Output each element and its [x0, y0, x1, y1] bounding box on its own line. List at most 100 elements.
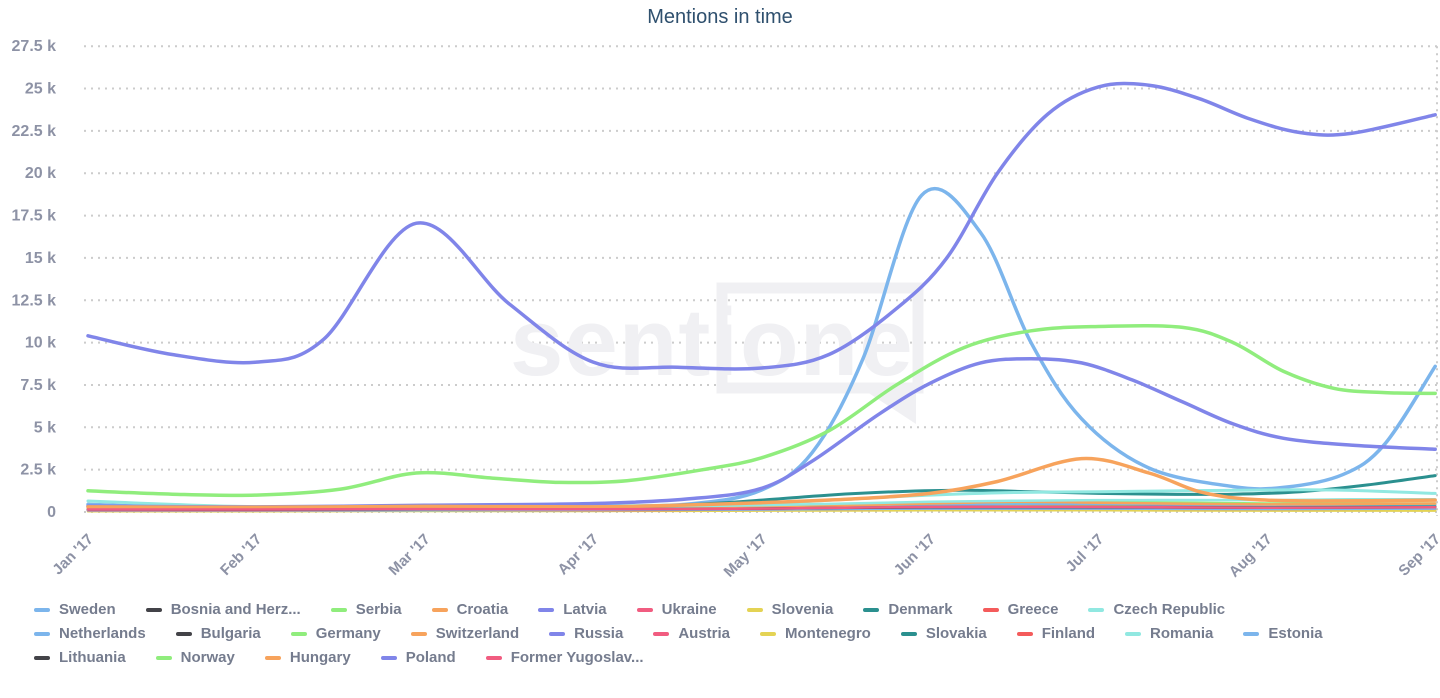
- legend-item-serbia[interactable]: Serbia: [330, 601, 402, 618]
- legend-label: Hungary: [289, 649, 351, 666]
- legend-item-slovakia[interactable]: Slovakia: [900, 625, 987, 642]
- legend-label: Lithuania: [59, 649, 126, 666]
- legend-label: Estonia: [1268, 625, 1323, 642]
- series-line-former-yugoslav: [86, 505, 1437, 511]
- y-axis-tick-label: 0: [47, 504, 56, 521]
- legend-dash-icon: [760, 631, 777, 636]
- legend-label: Norway: [180, 649, 235, 666]
- legend-dash-icon: [538, 607, 555, 612]
- legend-label: Poland: [405, 649, 456, 666]
- legend-dash-icon: [746, 607, 763, 612]
- y-axis-tick-label: 17.5 k: [12, 208, 57, 225]
- legend-label: Bosnia and Herz...: [170, 601, 301, 618]
- legend-label: Finland: [1041, 625, 1096, 642]
- legend-item-austria[interactable]: Austria: [653, 625, 730, 642]
- chart-title: Mentions in time: [647, 6, 793, 28]
- legend-item-finland[interactable]: Finland: [1016, 625, 1096, 642]
- legend-item-sweden[interactable]: Sweden: [34, 601, 116, 618]
- x-axis-tick-label: Jul '17: [1063, 531, 1108, 576]
- legend-label: Croatia: [456, 601, 509, 618]
- legend-item-bosnia-and-herz[interactable]: Bosnia and Herz...: [145, 601, 301, 618]
- y-axis-tick-label: 2.5 k: [20, 462, 56, 479]
- legend-label: Montenegro: [785, 625, 871, 642]
- legend-label: Ukraine: [661, 601, 717, 618]
- legend-item-greece[interactable]: Greece: [982, 601, 1059, 618]
- legend-label: Germany: [315, 625, 381, 642]
- x-axis-tick-label: May '17: [721, 531, 771, 581]
- legend-label: Sweden: [59, 601, 116, 618]
- y-axis-tick-label: 22.5 k: [12, 123, 57, 140]
- legend-dash-icon: [1088, 607, 1105, 612]
- legend-item-romania[interactable]: Romania: [1125, 625, 1213, 642]
- legend-dash-icon: [34, 607, 50, 612]
- legend-dash-icon: [431, 607, 448, 612]
- legend-item-czech-republic[interactable]: Czech Republic: [1088, 601, 1225, 618]
- legend-dash-icon: [410, 631, 427, 636]
- legend-dash-icon: [1016, 631, 1033, 636]
- legend-item-slovenia[interactable]: Slovenia: [746, 601, 834, 618]
- legend-item-hungary[interactable]: Hungary: [264, 649, 351, 666]
- legend-dash-icon: [549, 631, 566, 636]
- series-line-hungary: [86, 456, 1437, 510]
- x-axis-tick-label: Jun '17: [891, 531, 939, 579]
- legend-item-latvia[interactable]: Latvia: [538, 601, 607, 618]
- legend-label: Russia: [574, 625, 624, 642]
- legend-dash-icon: [982, 607, 999, 612]
- legend-dash-icon: [34, 655, 50, 660]
- legend-row-1: Sweden Bosnia and Herz... Serbia Croatia Lat…: [34, 601, 1323, 618]
- legend-label: Slovakia: [925, 625, 987, 642]
- legend-item-norway[interactable]: Norway: [155, 649, 235, 666]
- legend-item-former-yugoslav[interactable]: Former Yugoslav...: [485, 649, 644, 666]
- x-axis-tick-label: Mar '17: [385, 531, 433, 579]
- legend-label: Denmark: [888, 601, 953, 618]
- legend-item-netherlands[interactable]: Netherlands: [34, 625, 146, 642]
- legend-label: Bulgaria: [200, 625, 261, 642]
- y-axis-tick-label: 5 k: [34, 419, 56, 436]
- watermark: senti one: [510, 282, 924, 424]
- legend-dash-icon: [380, 655, 397, 660]
- legend-item-switzerland[interactable]: Switzerland: [410, 625, 520, 642]
- legend-dash-icon: [34, 631, 50, 636]
- watermark-text-one: one: [740, 289, 914, 396]
- x-axis-tick-label: Aug '17: [1226, 531, 1276, 581]
- legend-dash-icon: [155, 655, 172, 660]
- legend-row-2: Netherlands Bulgaria Germany Switzerland Rus…: [34, 625, 1323, 642]
- legend-item-poland[interactable]: Poland: [380, 649, 456, 666]
- chart-svg: 0 2.5 k 5 k 7.5 k 10 k 12.5 k 15 k 17.5 k 20 k 22…: [12, 38, 1440, 581]
- legend-item-russia[interactable]: Russia: [549, 625, 623, 642]
- legend-dash-icon: [485, 655, 502, 660]
- y-axis-tick-label: 27.5 k: [12, 38, 57, 55]
- legend-item-estonia[interactable]: Estonia: [1243, 625, 1323, 642]
- x-axis-tick-label: Sep '17: [1395, 531, 1440, 580]
- legend-item-bulgaria[interactable]: Bulgaria: [175, 625, 261, 642]
- y-axis-tick-label: 12.5 k: [12, 292, 57, 309]
- legend-dash-icon: [330, 607, 347, 612]
- legend-dash-icon: [653, 631, 670, 636]
- y-axis-tick-label: 15 k: [25, 250, 56, 267]
- legend-label: Austria: [678, 625, 731, 642]
- legend-label: Czech Republic: [1113, 601, 1226, 618]
- legend-item-lithuania[interactable]: Lithuania: [34, 649, 126, 666]
- x-axis-tick-label: Feb '17: [217, 531, 265, 579]
- legend-item-montenegro[interactable]: Montenegro: [760, 625, 871, 642]
- legend-dash-icon: [264, 655, 281, 660]
- watermark-speech-tail: [858, 386, 916, 424]
- legend-item-denmark[interactable]: Denmark: [863, 601, 953, 618]
- watermark-text-senti: senti: [510, 289, 739, 396]
- watermark-speech-box: [716, 282, 924, 394]
- legend-dash-icon: [145, 607, 162, 612]
- y-axis-tick-label: 20 k: [25, 165, 56, 182]
- legend-item-germany[interactable]: Germany: [290, 625, 381, 642]
- legend-dash-icon: [863, 607, 880, 612]
- legend: Sweden Bosnia and Herz... Serbia Croatia Lat…: [34, 601, 1323, 666]
- legend-dash-icon: [175, 631, 192, 636]
- legend-dash-icon: [1243, 631, 1260, 636]
- legend-label: Switzerland: [435, 625, 520, 642]
- y-axis-tick-label: 7.5 k: [20, 377, 56, 394]
- series-line-poland: [86, 81, 1437, 371]
- legend-item-croatia[interactable]: Croatia: [431, 601, 509, 618]
- legend-item-ukraine[interactable]: Ukraine: [636, 601, 717, 618]
- legend-label: Slovenia: [771, 601, 834, 618]
- legend-label: Greece: [1007, 601, 1059, 618]
